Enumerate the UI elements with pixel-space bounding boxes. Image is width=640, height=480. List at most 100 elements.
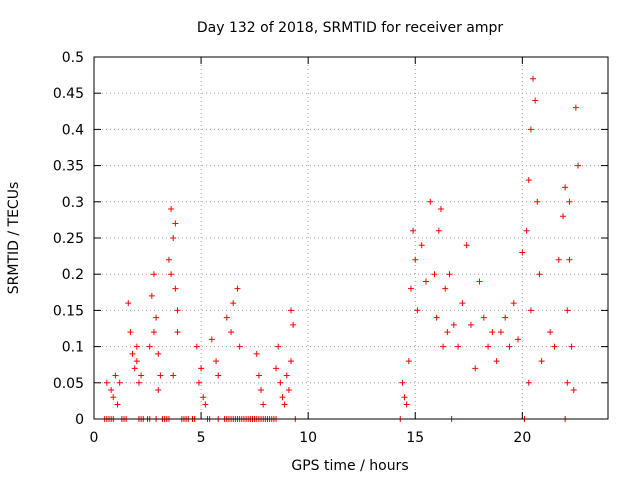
data-point [519,249,526,256]
y-tick-label: 0.1 [62,340,84,356]
data-point [215,372,222,379]
data-point [290,321,297,328]
data-point [146,343,153,350]
data-point [198,365,205,372]
plot-frame [93,56,609,420]
data-point [401,394,408,401]
data-point [157,372,164,379]
y-tick-label: 0.4 [62,122,84,138]
y-tick-label: 0.2 [62,267,84,283]
data-point [572,104,579,111]
data-point [485,343,492,350]
data-point [463,242,470,249]
x-tick-label: 20 [513,430,531,446]
data-point [472,365,479,372]
data-point [116,379,123,386]
data-point [427,198,434,205]
data-point [234,285,241,292]
data-point [414,307,421,314]
data-point [410,227,417,234]
data-point [288,358,295,365]
data-point [129,350,136,357]
data-point [200,394,207,401]
y-tick-label: 0.35 [53,159,84,175]
data-point [532,97,539,104]
chart-title: Day 132 of 2018, SRMTID for receiver amp… [197,20,504,36]
data-point [281,401,288,408]
data-point [195,379,202,386]
data-point [459,300,466,307]
data-point [258,387,265,394]
data-point [288,307,295,314]
data-point [405,358,412,365]
data-point [403,401,410,408]
data-point [442,285,449,292]
data-point [148,292,155,299]
data-point [446,271,453,278]
data-point [534,198,541,205]
data-point [433,314,440,321]
data-point [279,394,286,401]
data-point [273,365,280,372]
data-point [174,307,181,314]
data-point [422,278,429,285]
data-point [527,126,534,133]
data-point [551,343,558,350]
data-point [155,350,162,357]
data-point [431,271,438,278]
data-point [489,329,496,336]
data-point [506,343,513,350]
data-point [530,75,537,82]
data-point [193,343,200,350]
data-point [165,256,172,263]
data-point [497,329,504,336]
y-tick-label: 0 [75,412,84,428]
data-point [114,401,121,408]
data-point [172,285,179,292]
data-point [172,220,179,227]
y-axis-label: SRMTID / TECUs [6,182,22,295]
data-point [174,329,181,336]
gridlines [94,57,608,419]
data-point [283,372,290,379]
data-point [112,372,119,379]
data-point [564,379,571,386]
y-axis-ticks: 0 0.05 0.1 0.15 0.2 0.25 0.3 0.35 0.4 0.45 0.5 [53,50,608,428]
y-tick-label: 0.5 [62,50,84,66]
y-tick-label: 0.05 [53,376,84,392]
y-tick-label: 0.15 [53,303,84,319]
x-tick-label: 5 [197,430,206,446]
x-tick-label: 15 [406,430,424,446]
y-tick-label: 0.25 [53,231,84,247]
data-point [568,343,575,350]
data-point [125,300,132,307]
data-point [515,336,522,343]
x-tick-label: 0 [90,430,99,446]
data-point [450,321,457,328]
data-point [127,329,134,336]
data-point [525,177,532,184]
data-point [525,379,532,386]
data-point [228,329,235,336]
data-point [150,271,157,278]
data-point [135,379,142,386]
data-point [510,300,517,307]
x-axis-label: GPS time / hours [291,458,408,474]
data-point [131,365,138,372]
data-point [493,358,500,365]
data-point [168,271,175,278]
data-point [566,198,573,205]
data-point [440,343,447,350]
data-point [202,401,209,408]
data-point [399,379,406,386]
data-point [255,372,262,379]
data-point [547,329,554,336]
data-point [108,387,115,394]
data-point [564,307,571,314]
data-point [285,387,292,394]
data-point [523,227,530,234]
data-point [170,235,177,241]
data-point [223,314,230,321]
data-point [133,358,140,365]
data-point [480,314,487,321]
